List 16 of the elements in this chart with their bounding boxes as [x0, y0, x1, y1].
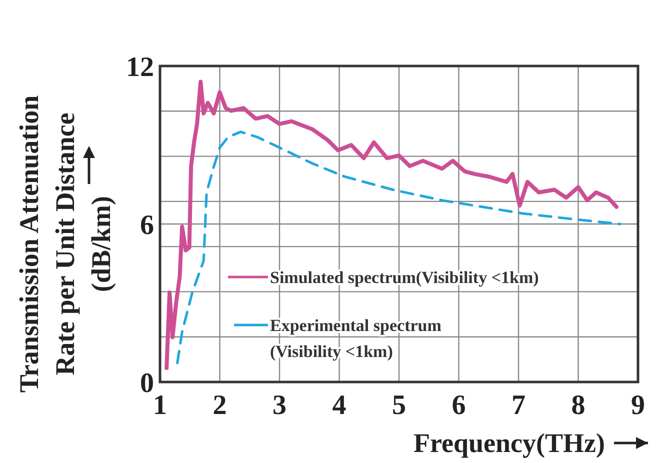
x-tick-label: 9: [631, 390, 645, 421]
x-axis-title: Frequency(THz): [414, 428, 605, 458]
y-tick-label: 6: [140, 210, 154, 241]
x-tick-label: 1: [153, 390, 167, 421]
x-tick-label: 6: [452, 390, 466, 421]
x-tick-label: 3: [272, 390, 286, 421]
y-axis-title: Transmission Attenuation Rate per Unit Distance (dB/km): [14, 95, 116, 393]
x-tick-label: 7: [512, 390, 526, 421]
y-tick-label: 0: [140, 368, 154, 399]
x-tick-label: 4: [332, 390, 346, 421]
x-tick-label: 5: [392, 390, 406, 421]
y-tick-label: 12: [126, 52, 154, 83]
x-tick-label: 2: [212, 390, 227, 421]
line-series: [176, 130, 622, 364]
line-series: [164, 80, 618, 370]
x-tick-label: 8: [571, 390, 586, 421]
